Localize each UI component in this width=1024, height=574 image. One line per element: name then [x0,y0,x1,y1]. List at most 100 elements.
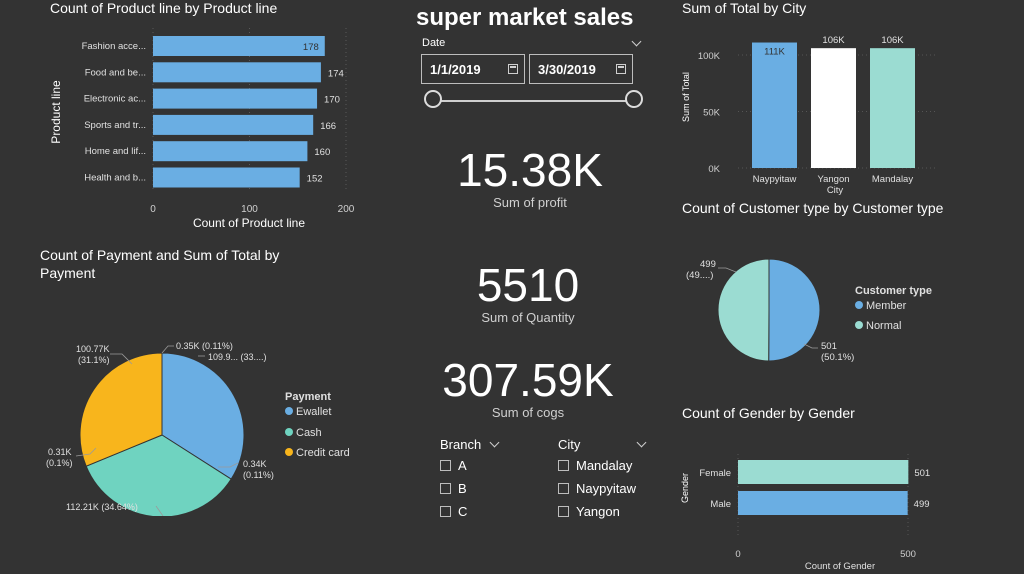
start-date-input[interactable]: 1/1/2019 [421,54,525,84]
x-tick-label: 200 [338,204,355,215]
bar[interactable] [153,114,314,135]
y-axis-title: Gender [680,473,690,503]
chevron-down-icon[interactable] [631,36,642,47]
city-option-label: Naypyitaw [576,481,636,496]
city-option-label: Mandalay [576,458,633,473]
slice-label: 499 [700,259,716,270]
pie-slice[interactable] [79,352,163,467]
data-label: 166 [320,121,336,132]
legend-item-cash[interactable]: Cash [285,427,322,439]
legend-dot [855,321,863,329]
legend-item-member[interactable]: Member [855,300,906,312]
slice-label: (31.1%) [78,355,110,365]
kpi-profit-value: 15.38K [457,144,603,196]
product-chart-title: Count of Product line by Product line [50,0,278,16]
pie-slice[interactable] [85,434,232,516]
slice-label: (0.1%) [46,458,73,468]
calendar-icon[interactable] [616,64,626,74]
legend-label: Credit card [296,447,350,459]
bar[interactable] [738,491,908,515]
calendar-icon[interactable] [508,64,518,74]
bar[interactable] [153,36,325,56]
bar[interactable] [153,88,318,109]
checkbox[interactable] [558,506,569,517]
bar[interactable] [153,167,300,188]
legend-label: Normal [866,320,902,332]
chevron-down-icon[interactable] [489,437,500,448]
leader-line [803,343,818,349]
legend-item-ewallet[interactable]: Ewallet [285,406,331,418]
customer-legend-title: Customer type [855,285,933,297]
category-label: Electronic ac... [84,94,146,105]
y-tick-label: 50K [703,107,721,118]
branch-slicer-label: Branch [440,437,482,452]
leader-line [718,267,737,273]
pie-slice[interactable] [768,258,821,362]
data-label: 160 [314,147,330,158]
slice-label: 109.9... (33....) [208,352,267,362]
payment-legend-title: Payment [285,391,331,403]
bar[interactable] [811,48,856,168]
category-label: Naypyitaw [753,174,797,185]
payment-pie-chart[interactable]: 109.9... (33....)0.35K (0.11%) 0.34K(0.11… [40,336,380,516]
category-label: Home and lif... [85,146,146,157]
data-label: 174 [328,68,344,79]
legend-label: Member [866,300,907,312]
city-chart-title: Sum of Total by City [682,0,807,16]
leader-line [75,447,97,457]
product-line-chart[interactable]: 0 100 200 Fashion acce... 178 Food and be... 1… [40,22,370,234]
legend-item-normal[interactable]: Normal [855,320,901,332]
legend-item-credit-card[interactable]: Credit card [285,447,350,459]
x-axis-title: City [827,185,844,196]
leader-line [218,462,239,468]
y-tick-label: 0K [708,164,720,175]
bar[interactable] [752,42,797,168]
city-column-chart[interactable]: 0K 50K 100K 111K Naypyitaw 106K Yangon 106K Mand… [676,22,946,198]
data-label: 499 [914,499,930,510]
customer-pie-chart[interactable]: 501(50.1%) 499(49....) [676,250,856,375]
checkbox[interactable] [440,483,451,494]
checkbox[interactable] [440,460,451,471]
date-range-track [434,100,634,102]
kpi-quantity-label: Sum of Quantity [481,310,575,325]
data-label: 152 [307,174,323,185]
end-date-input[interactable]: 3/30/2019 [529,54,633,84]
end-date-value: 3/30/2019 [538,62,596,77]
bar[interactable] [153,62,321,83]
kpi-cogs-value: 307.59K [442,354,614,406]
slice-label: 501 [821,341,837,352]
slice-label: 100.77K [76,344,110,354]
legend-dot [285,448,293,456]
checkbox[interactable] [558,483,569,494]
branch-option-label: A [458,458,467,473]
data-label: 106K [881,35,904,46]
chevron-down-icon[interactable] [636,437,647,448]
bar[interactable] [738,460,909,484]
slice-label: 112.21K (34.64%) [66,502,138,512]
slice-label: (0.11%) [243,470,274,480]
checkbox[interactable] [440,506,451,517]
category-label: Food and be... [85,67,146,78]
data-label: 111K [764,47,785,58]
gender-bar-chart[interactable]: 0 500 Female 501 Male 499 Gender Count of Gende… [676,448,966,572]
legend-dot [285,407,293,415]
pie-slice[interactable] [717,258,770,362]
start-date-value: 1/1/2019 [430,62,481,77]
bar[interactable] [870,48,915,168]
city-slicer-header[interactable]: City [558,437,647,452]
bar[interactable] [153,141,308,162]
slice-label: 0.34K [243,459,267,469]
checkbox[interactable] [558,460,569,471]
branch-slicer-header[interactable]: Branch [440,437,500,452]
city-slicer-label: City [558,437,581,452]
range-end-handle[interactable] [625,90,643,108]
x-axis-title: Count of Gender [805,561,875,572]
slice-label: 0.31K [48,447,72,457]
category-label: Mandalay [872,174,913,185]
data-label: 178 [303,42,319,53]
leader-line [155,505,164,516]
range-start-handle[interactable] [424,90,442,108]
x-tick-label: 500 [900,549,916,560]
kpi-profit-label: Sum of profit [493,195,567,210]
slice-label: 0.35K (0.11%) [176,341,233,351]
